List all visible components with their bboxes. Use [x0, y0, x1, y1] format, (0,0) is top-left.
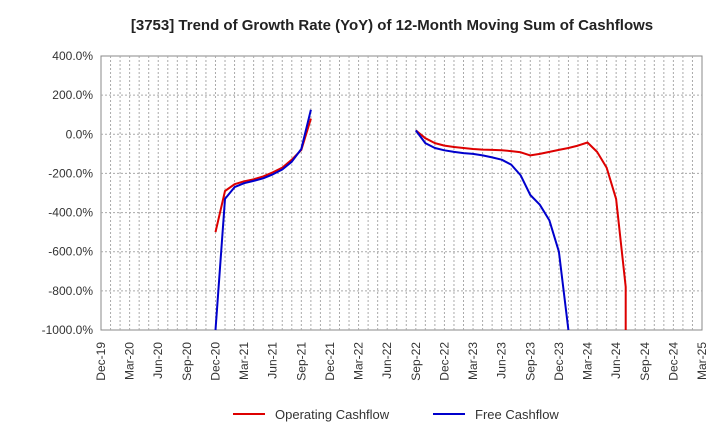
- x-tick-label: Jun-23: [495, 342, 509, 379]
- x-tick-label: Sep-21: [294, 342, 308, 381]
- x-tick-label: Sep-22: [409, 342, 423, 381]
- x-tick-label: Dec-22: [437, 342, 451, 381]
- series-lines: [214, 109, 627, 331]
- x-tick-label: Mar-20: [123, 342, 137, 380]
- legend: Operating Cashflow Free Cashflow: [233, 407, 559, 422]
- x-tick-label: Sep-23: [523, 342, 537, 381]
- legend-label: Free Cashflow: [475, 407, 559, 422]
- x-tick-label: Mar-24: [581, 342, 595, 380]
- x-tick-label: Sep-20: [180, 342, 194, 381]
- x-tick-label: Dec-23: [552, 342, 566, 381]
- y-tick-label: -600.0%: [48, 245, 93, 259]
- y-tick-label: 400.0%: [52, 49, 93, 63]
- legend-label: Operating Cashflow: [275, 407, 390, 422]
- x-tick-label: Dec-20: [208, 342, 222, 381]
- x-axis: Dec-19 Mar-20 Jun-20 Sep-20 Dec-20 Mar-21 Jun-…: [94, 342, 709, 381]
- x-tick-label: Mar-25: [695, 342, 709, 380]
- x-tick-label: Dec-19: [94, 342, 108, 381]
- x-tick-label: Jun-24: [609, 342, 623, 379]
- y-tick-label: -800.0%: [48, 284, 93, 298]
- x-tick-label: Mar-21: [237, 342, 251, 380]
- x-tick-label: Dec-24: [666, 342, 680, 381]
- x-tick-label: Dec-21: [323, 342, 337, 381]
- y-axis: 400.0% 200.0% 0.0% -200.0% -400.0% -600.0% -80…: [42, 49, 94, 337]
- x-tick-label: Mar-23: [466, 342, 480, 380]
- y-tick-label: -400.0%: [48, 206, 93, 220]
- y-tick-label: 0.0%: [66, 127, 94, 141]
- plot-frame: [100, 55, 703, 331]
- plot-area: [100, 55, 703, 331]
- grid: [101, 56, 702, 330]
- x-tick-label: Jun-21: [266, 342, 280, 379]
- x-tick-label: Sep-24: [638, 342, 652, 381]
- x-tick-label: Jun-22: [380, 342, 394, 379]
- series-line-0: [415, 129, 627, 330]
- y-tick-label: -1000.0%: [42, 323, 94, 337]
- series-line-1: [414, 129, 570, 331]
- series-line-1: [214, 109, 312, 331]
- chart-title: [3753] Trend of Growth Rate (YoY) of 12-…: [131, 17, 653, 34]
- x-tick-label: Mar-22: [352, 342, 366, 380]
- y-tick-label: 200.0%: [52, 88, 93, 102]
- y-tick-label: -200.0%: [48, 166, 93, 180]
- x-tick-label: Jun-20: [151, 342, 165, 379]
